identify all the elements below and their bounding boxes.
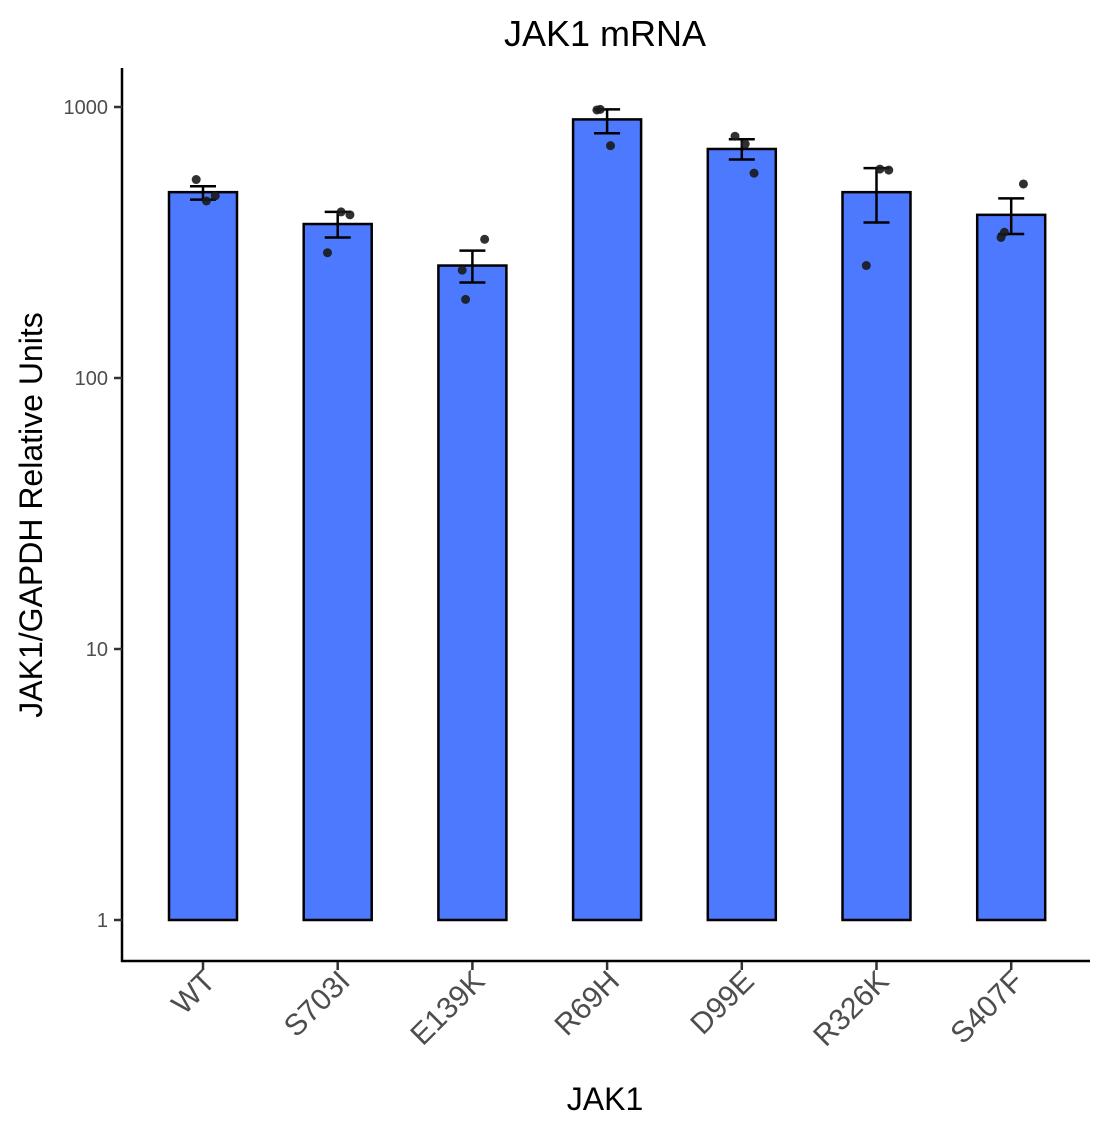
bar-s407f [975,213,1047,922]
x-axis-title: JAK1 [567,1081,643,1117]
data-point [606,141,615,151]
x-axis-ticks: WT S703I E139K R69H D99E R326K S407F [166,962,1030,1053]
data-points-layer [191,104,1028,304]
x-tick-label: R326K [807,965,895,1053]
data-point [457,265,467,275]
data-point [191,175,201,185]
data-point [461,294,471,304]
y-tick-label: 100 [75,368,108,390]
bar-r326k [841,190,912,922]
y-tick-label: 10 [86,639,108,661]
error-bar [459,249,486,284]
y-axis-title: JAK1/GAPDH Relative Units [13,312,49,717]
y-tick-label: 1 [97,910,108,932]
data-point [201,196,211,206]
data-point [884,165,894,175]
bar-wt [167,190,239,922]
data-point [861,261,871,271]
x-tick-label: S407F [944,965,1030,1051]
data-point [875,164,885,174]
data-point [323,248,332,258]
data-point [480,234,490,244]
bar-s703i [302,222,373,922]
y-axis-ticks: 1 10 100 1000 [64,97,122,932]
data-point [740,139,750,149]
data-point [999,227,1009,237]
bars-layer [167,118,1047,922]
data-point [1018,179,1028,189]
data-point [345,210,355,220]
x-tick-label: S703I [278,965,357,1044]
data-point [336,207,346,217]
data-point [749,168,759,178]
data-point [210,191,220,201]
data-point [595,104,605,114]
x-tick-label: R69H [548,965,626,1043]
x-tick-label: WT [166,965,222,1021]
bar-d99e [706,147,778,922]
bar-r69h [571,118,643,922]
data-point [730,131,740,141]
x-tick-label: E139K [404,965,491,1052]
chart-title: JAK1 mRNA [504,13,706,54]
bar-e139k [437,264,508,922]
x-tick-label: D99E [684,965,760,1041]
y-tick-label: 1000 [64,97,109,119]
